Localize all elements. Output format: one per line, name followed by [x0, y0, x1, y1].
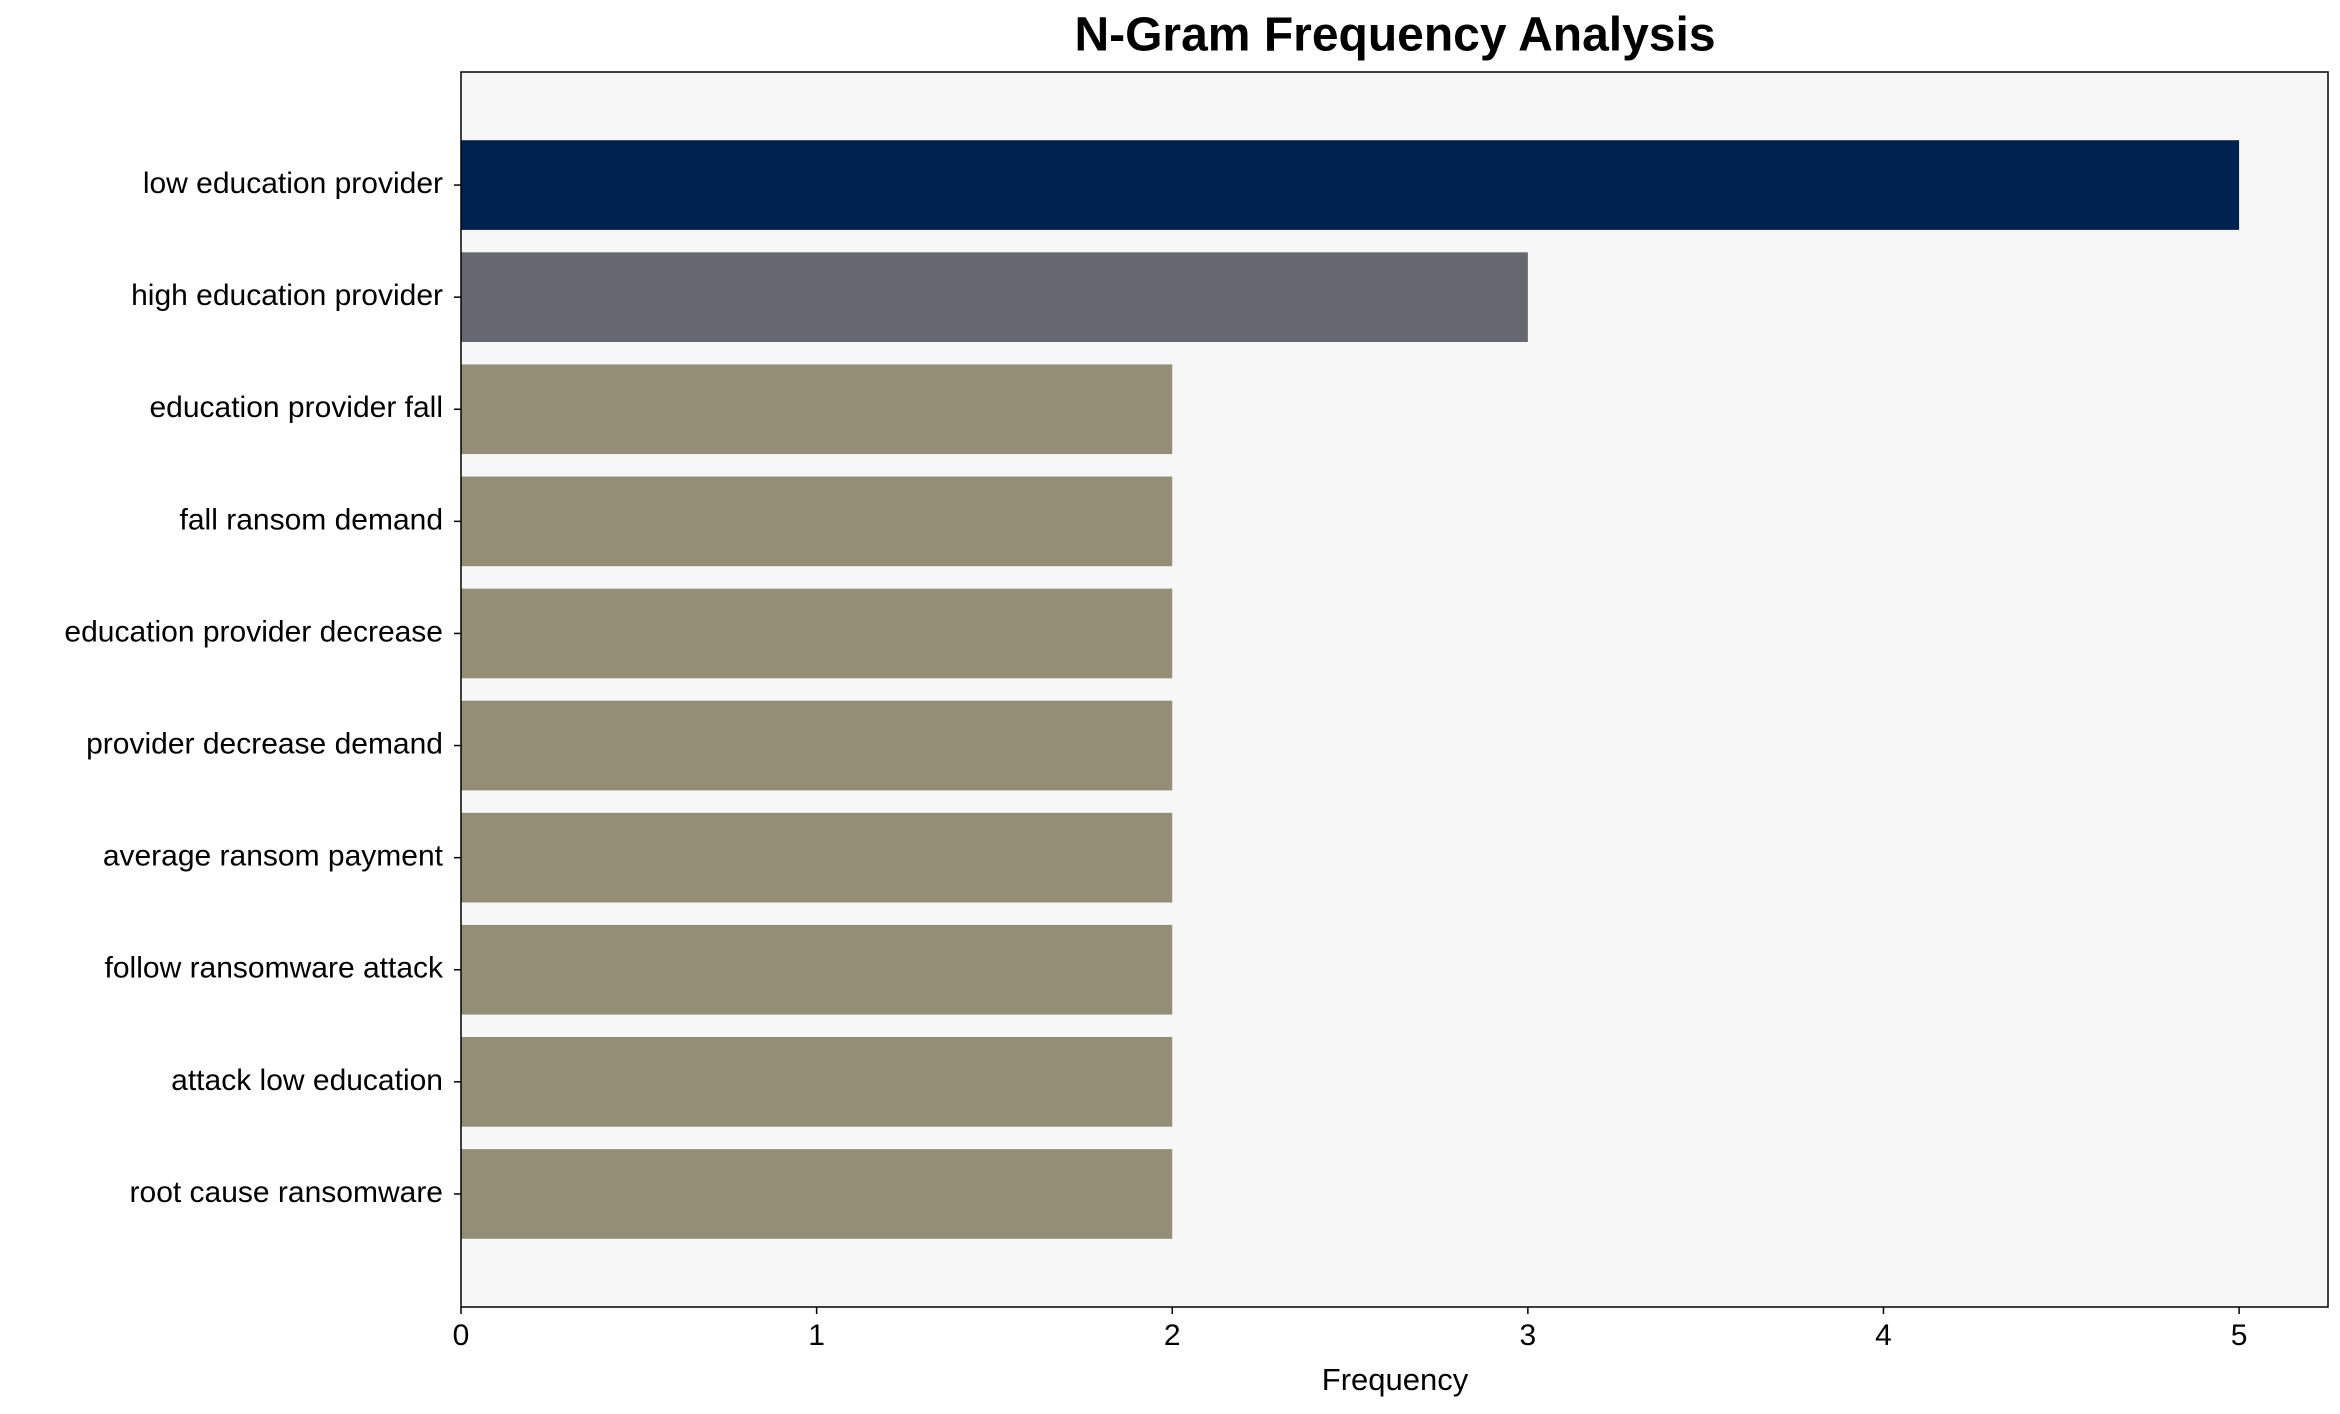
x-tick-label: 1	[808, 1319, 825, 1352]
plot-frame	[460, 71, 2329, 1308]
y-tick-label: high education provider	[131, 279, 443, 312]
y-tick-label: education provider decrease	[64, 615, 443, 648]
bar	[461, 812, 1173, 903]
x-tick-label: 2	[1164, 1319, 1181, 1352]
bar	[461, 1037, 1173, 1127]
bar	[461, 700, 1173, 791]
y-tick-label: root cause ransomware	[130, 1176, 443, 1209]
y-tick-label: education provider fall	[149, 391, 443, 424]
bar	[461, 140, 2240, 230]
bar	[461, 924, 1173, 1015]
y-tick-label: follow ransomware attack	[105, 952, 444, 985]
x-tick-label: 0	[453, 1319, 470, 1352]
bar	[461, 252, 1528, 342]
y-tick-label: fall ransom demand	[180, 503, 443, 536]
bar	[461, 364, 1173, 455]
chart-title: N-Gram Frequency Analysis	[1074, 9, 1715, 62]
bar	[461, 476, 1173, 567]
y-tick-label: attack low education	[171, 1064, 443, 1097]
x-tick-label: 3	[1520, 1319, 1537, 1352]
x-axis-label: Frequency	[1322, 1362, 1469, 1397]
y-tick-label: provider decrease demand	[86, 727, 443, 760]
x-tick-label: 4	[1875, 1319, 1892, 1352]
bar	[461, 1149, 1173, 1239]
bar	[461, 588, 1173, 679]
y-tick-label: average ransom payment	[103, 840, 444, 873]
x-tick-label: 5	[2231, 1319, 2248, 1352]
y-tick-label: low education provider	[143, 167, 443, 200]
